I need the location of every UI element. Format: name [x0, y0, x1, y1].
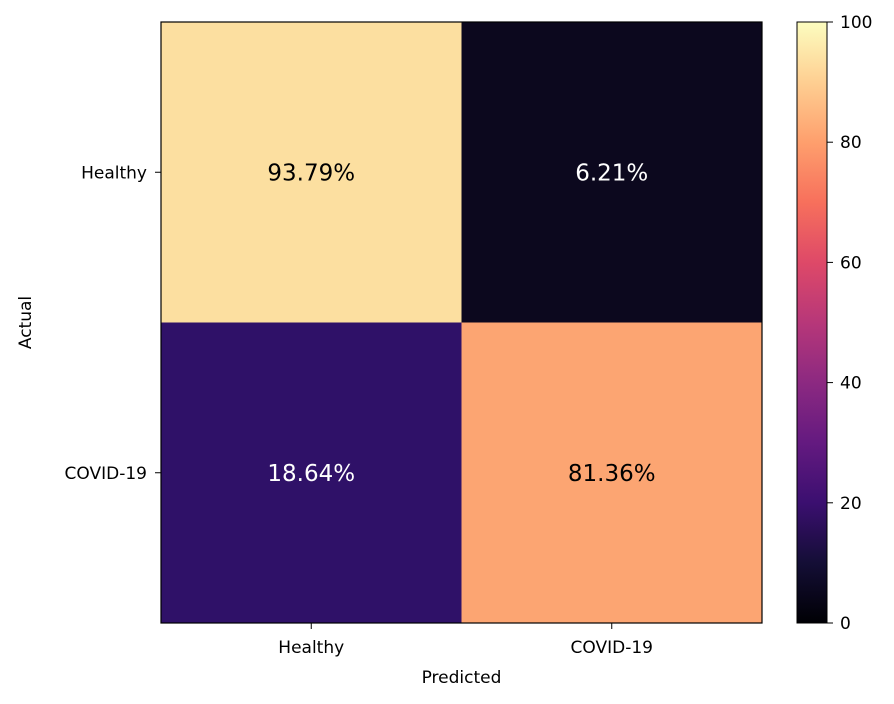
- plot-frame: [160, 21, 763, 624]
- cell-label-covid-19-covid-19: 81.36%: [568, 461, 656, 487]
- cell-label-covid-19-healthy: 18.64%: [267, 461, 355, 487]
- x-axis-label: Predicted: [422, 668, 502, 688]
- y-tick-label-covid-19: COVID-19: [65, 464, 147, 484]
- cell-label-healthy-covid-19: 6.21%: [575, 160, 648, 186]
- colorbar-tick-label-40: 40: [840, 374, 862, 394]
- x-tick-label-healthy: Healthy: [278, 638, 344, 658]
- x-axis-ticks: Healthy COVID-19: [278, 623, 653, 658]
- y-axis-label: Actual: [16, 296, 36, 349]
- cell-healthy-covid-19: [461, 22, 762, 323]
- cell-covid-19-covid-19: [461, 322, 762, 623]
- heatmap-cell-labels: 93.79% 6.21% 18.64% 81.36%: [267, 160, 655, 487]
- colorbar: [796, 21, 828, 624]
- colorbar-tick-label-0: 0: [840, 614, 851, 634]
- colorbar-tick-label-100: 100: [840, 13, 872, 33]
- colorbar-tick-label-80: 80: [840, 133, 862, 153]
- cell-healthy-healthy: [161, 22, 462, 323]
- cell-covid-19-healthy: [161, 322, 462, 623]
- y-tick-label-healthy: Healthy: [81, 163, 147, 183]
- cell-label-healthy-healthy: 93.79%: [267, 160, 355, 186]
- colorbar-tick-label-60: 60: [840, 253, 862, 273]
- colorbar-tick-label-20: 20: [840, 494, 862, 514]
- colorbar-ticks: 0 20 40 60 80 100: [827, 13, 872, 634]
- heatmap-cells: [161, 22, 762, 623]
- y-axis-ticks: Healthy COVID-19: [65, 163, 161, 484]
- x-tick-label-covid-19: COVID-19: [571, 638, 653, 658]
